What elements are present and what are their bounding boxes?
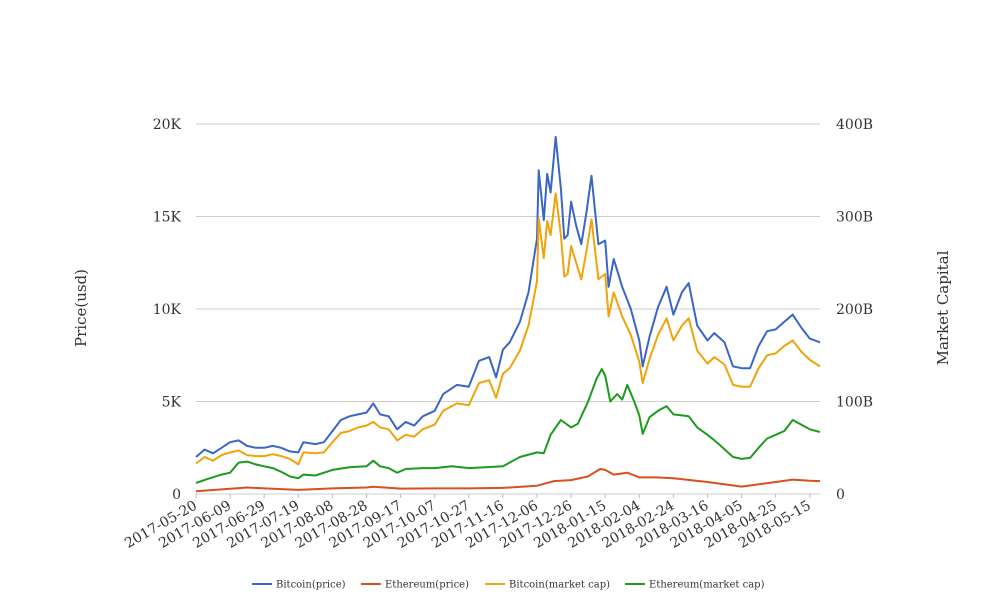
series-line-ethereum-price — [195, 468, 821, 493]
legend-label: Ethereum(market cap) — [649, 580, 765, 591]
legend-label: Ethereum(price) — [385, 580, 469, 591]
y-axis-right: 0 100B 200B 300B 400B — [836, 117, 873, 503]
y-axis-title: Price(usd) — [72, 269, 90, 347]
legend-label: Bitcoin(price) — [276, 580, 346, 591]
legend-label: Bitcoin(market cap) — [509, 580, 610, 591]
y2-axis-title: Market Capital — [934, 250, 952, 365]
series-lines — [195, 135, 821, 493]
series-line-bitcoin-price — [195, 135, 821, 458]
y2-tick-label: 0 — [836, 487, 845, 503]
y2-tick-label: 200B — [836, 302, 873, 318]
y2-tick-label: 300B — [836, 210, 873, 226]
x-axis: 2017-05-202017-06-092017-06-292017-07-19… — [122, 494, 814, 552]
y-axis-left: 0 5K 10K 15K 20K — [153, 117, 182, 503]
y-tick-label: 10K — [153, 302, 182, 318]
series-line-bitcoin-market-cap — [195, 192, 821, 466]
series-line-ethereum-market-cap — [195, 368, 821, 484]
y2-tick-label: 400B — [836, 117, 873, 133]
y-tick-label: 0 — [172, 487, 181, 503]
y2-tick-label: 100B — [836, 395, 873, 411]
y-tick-label: 5K — [162, 395, 182, 411]
y-tick-label: 20K — [153, 117, 182, 133]
gridlines — [196, 123, 820, 495]
legend: Bitcoin(price) Ethereum(price) Bitcoin(mar… — [252, 580, 765, 591]
y-tick-label: 15K — [153, 210, 182, 226]
